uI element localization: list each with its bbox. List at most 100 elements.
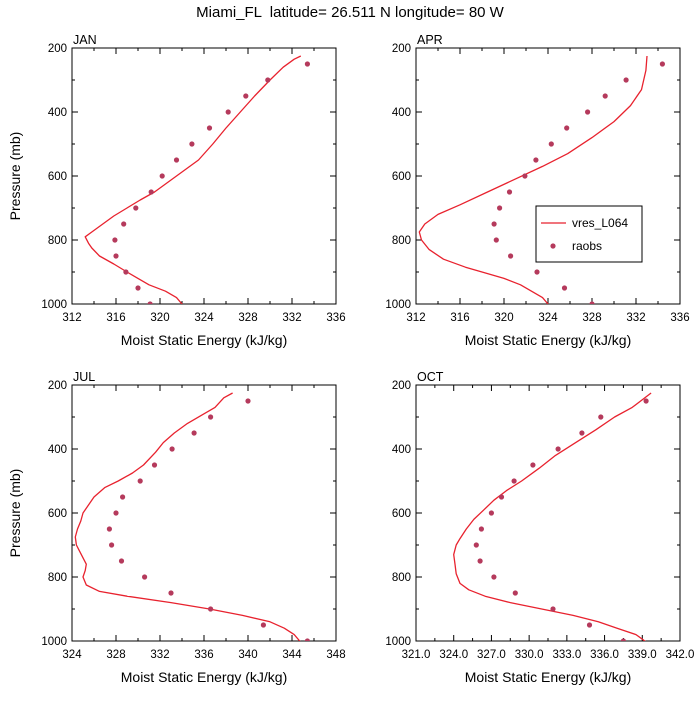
y-tick-label: 400 [48, 444, 67, 456]
raobs-point [623, 77, 629, 83]
raobs-point [173, 157, 180, 163]
y-tick-label: 400 [392, 107, 411, 119]
plot-area [453, 392, 652, 641]
y-tick-label: 200 [48, 43, 67, 55]
legend-box [535, 205, 643, 263]
raobs-point [135, 285, 141, 291]
panel-label: APR [417, 33, 443, 47]
x-tick-label: 320 [150, 312, 169, 324]
y-tick-label: 800 [392, 235, 411, 247]
raobs-point [564, 125, 570, 131]
x-tick-label: 332 [282, 312, 301, 324]
x-tick-label: 332 [150, 649, 169, 661]
plot-area [84, 55, 310, 304]
raobs-point [260, 622, 266, 628]
raobs-point [586, 622, 593, 628]
y-tick-label: 1000 [385, 299, 411, 311]
x-tick-label: 336 [194, 649, 213, 661]
y-tick-label: 1000 [41, 299, 67, 311]
x-tick-label: 321.0 [402, 649, 431, 661]
x-tick-label: 344 [282, 649, 302, 661]
raobs-point [491, 221, 497, 227]
panel-jan: 312 316 320 324 328 332 336 200 400 600 800 1000 JAN… [7, 33, 346, 348]
raobs-point [159, 173, 165, 179]
y-axis-label: Pressure (mb) [7, 469, 23, 558]
x-tick-label: 324 [62, 649, 82, 661]
raobs-point [530, 462, 536, 468]
raobs-point [512, 590, 518, 596]
raobs-point [208, 606, 214, 612]
panel-label: JUL [73, 370, 95, 384]
y-tick-label: 200 [48, 380, 67, 392]
panel-oct: 321.0 324.0 327.0 330.0 333.0 336.0 339.0 342.0… [385, 370, 694, 685]
x-tick-label: 348 [326, 649, 345, 661]
series-line-vres_l064 [453, 392, 652, 641]
raobs-point [477, 558, 483, 564]
raobs-point [191, 430, 197, 436]
raobs-point [473, 542, 479, 548]
raobs-point [548, 141, 554, 147]
raobs-point [123, 269, 129, 275]
raobs-point [304, 61, 310, 67]
y-tick-label: 600 [392, 171, 411, 183]
raobs-point [304, 638, 310, 641]
raobs-point [142, 574, 148, 580]
raobs-point [208, 414, 214, 420]
y-tick-label: 600 [392, 508, 411, 520]
plot-frame [71, 384, 337, 642]
raobs-point [522, 173, 528, 179]
series-line-vres_l064 [418, 55, 648, 304]
raobs-point [488, 510, 494, 516]
raobs-point [555, 446, 561, 452]
x-tick-label: 328 [238, 312, 257, 324]
panel-apr: 312 316 320 324 328 332 336 200 400 600 800 1000 APR… [385, 33, 689, 348]
y-tick-label: 1000 [41, 636, 67, 648]
x-tick-label: 312 [406, 312, 425, 324]
raobs-point [659, 61, 666, 67]
raobs-point [620, 638, 626, 641]
raobs-point [491, 574, 497, 580]
raobs-point [137, 478, 143, 484]
raobs-point [243, 93, 249, 99]
plot-frame [71, 47, 337, 305]
series-line-vres_l064 [74, 392, 301, 641]
raobs-point [109, 542, 115, 548]
raobs-point [225, 109, 231, 115]
x-tick-label: 330.0 [515, 649, 544, 661]
x-tick-label: 332 [626, 312, 645, 324]
raobs-point [533, 157, 539, 163]
y-tick-label: 200 [392, 43, 411, 55]
raobs-point [169, 446, 175, 452]
figure-title: Miami_FL latitude= 26.511 N longitude= 8… [196, 4, 504, 21]
plot-frame [415, 47, 681, 305]
raobs-point [508, 253, 514, 259]
x-axis-label: Moist Static Energy (kJ/kg) [465, 332, 632, 348]
plot-frame [415, 384, 681, 642]
x-tick-label: 340 [238, 649, 257, 661]
raobs-point [478, 526, 484, 532]
raobs-point [561, 285, 568, 291]
x-tick-label: 324.0 [439, 649, 468, 661]
legend-entry-label: raobs [572, 239, 602, 253]
y-tick-label: 200 [392, 380, 411, 392]
panel-label: JAN [73, 33, 97, 47]
raobs-point [147, 301, 153, 304]
y-tick-label: 600 [48, 508, 67, 520]
raobs-point [113, 253, 119, 259]
raobs-point [148, 189, 154, 195]
plot-area [74, 392, 310, 641]
raobs-point [151, 462, 158, 468]
x-tick-label: 339.0 [628, 649, 657, 661]
x-tick-label: 312 [62, 312, 81, 324]
raobs-point [133, 205, 139, 211]
raobs-point [206, 125, 213, 131]
raobs-point [498, 494, 505, 500]
x-tick-label: 316 [450, 312, 469, 324]
panel-label: OCT [417, 370, 444, 384]
y-axis-label: Pressure (mb) [7, 132, 23, 221]
raobs-point [120, 494, 126, 500]
legend-entry-label: vres_L064 [572, 216, 628, 230]
y-tick-label: 1000 [385, 636, 411, 648]
